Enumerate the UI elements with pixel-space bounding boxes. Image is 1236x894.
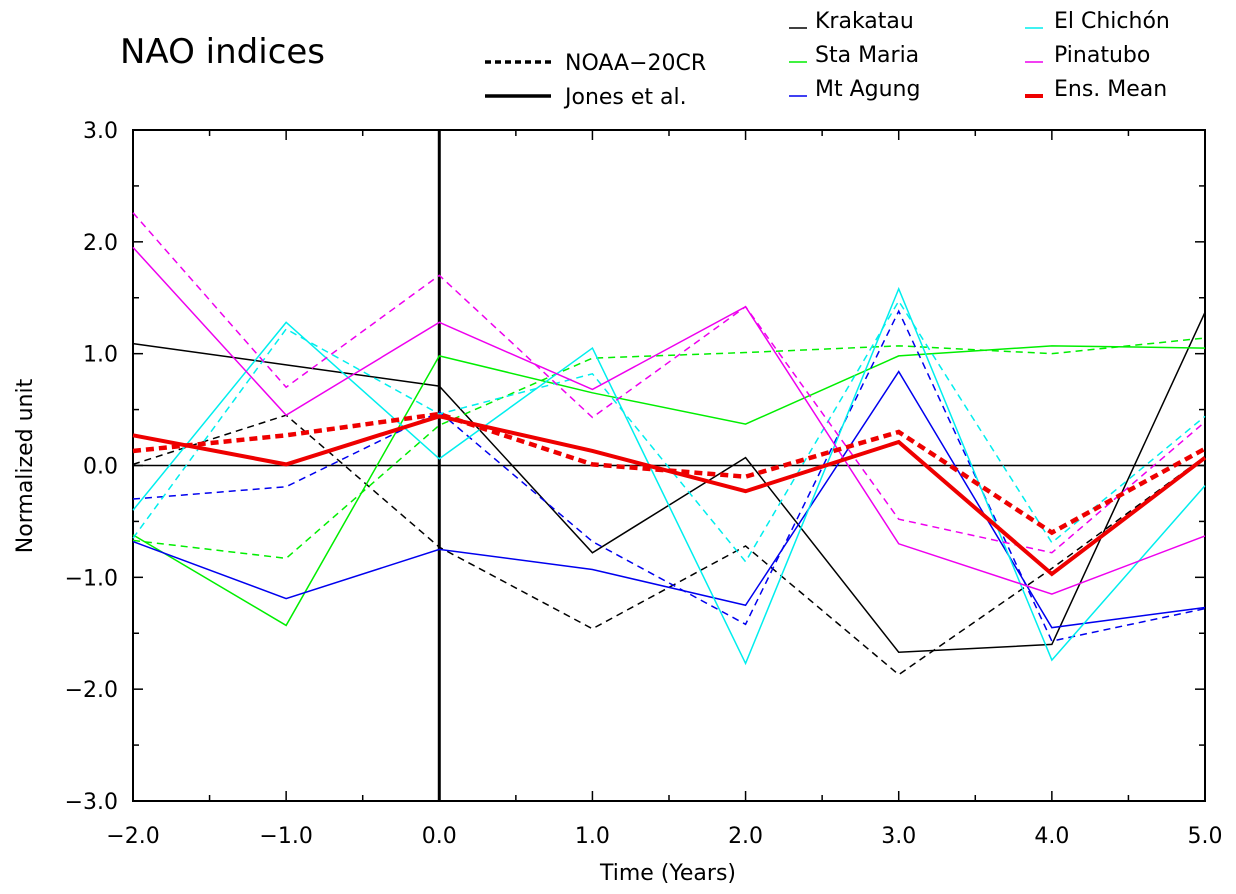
- chart-title: NAO indices: [120, 32, 325, 72]
- x-tick-label: 2.0: [728, 824, 763, 849]
- x-axis-title: Time (Years): [599, 861, 736, 886]
- style-legend-label: NOAA−20CR: [565, 51, 706, 76]
- style-legend: NOAA−20CR Jones et al.: [485, 51, 706, 110]
- series-line-pinatubo-jones-et-al: [132, 246, 1206, 595]
- series-line-ens-mean-noaa-20cr: [132, 411, 1207, 536]
- series-lines: [132, 212, 1207, 676]
- y-tick-label: −3.0: [65, 790, 118, 815]
- y-tick-label: −2.0: [65, 678, 118, 703]
- legend-label-krakatau: Krakatau: [815, 9, 914, 34]
- x-tick-label: 5.0: [1188, 824, 1223, 849]
- x-tick-label: −2.0: [106, 824, 159, 849]
- axis-tick-labels: −2.0 −1.0 0.0 1.0 2.0 3.0 4.0 5.0 −3.0 −2.0 −1.0 0.…: [65, 119, 1223, 849]
- series-legend: Krakatau Sta Maria Mt Agung El Chichón Pinat…: [789, 9, 1170, 102]
- y-tick-label: 1.0: [83, 343, 118, 368]
- y-axis-title: Normalized unit: [13, 378, 38, 553]
- y-tick-label: 0.0: [83, 455, 118, 480]
- legend-label-mt-agung: Mt Agung: [815, 77, 920, 102]
- y-tick-label: −1.0: [65, 566, 118, 591]
- legend-label-el-chich-n: El Chichón: [1054, 9, 1170, 34]
- x-tick-label: 3.0: [881, 824, 916, 849]
- legend-label-pinatubo: Pinatubo: [1054, 43, 1150, 68]
- x-tick-label: −1.0: [259, 824, 312, 849]
- y-tick-label: 3.0: [83, 119, 118, 144]
- x-tick-label: 1.0: [575, 824, 610, 849]
- style-legend-label: Jones et al.: [563, 85, 687, 110]
- series-line-pinatubo-noaa-20cr: [132, 212, 1206, 554]
- series-line-sta-maria-jones-et-al: [132, 345, 1206, 627]
- x-tick-label: 4.0: [1034, 824, 1069, 849]
- legend-label-ens-mean: Ens. Mean: [1054, 77, 1167, 102]
- series-line-el-chich-n-noaa-20cr: [132, 299, 1206, 563]
- y-tick-label: 2.0: [83, 231, 118, 256]
- x-tick-label: 0.0: [422, 824, 457, 849]
- reference-lines: [133, 130, 1205, 801]
- series-line-sta-maria-noaa-20cr: [132, 337, 1206, 560]
- legend-label-sta-maria: Sta Maria: [815, 43, 919, 68]
- axis-ticks: [132, 129, 1206, 802]
- series-line-krakatau-noaa-20cr: [132, 414, 1206, 676]
- series-line-el-chich-n-jones-et-al: [132, 286, 1206, 666]
